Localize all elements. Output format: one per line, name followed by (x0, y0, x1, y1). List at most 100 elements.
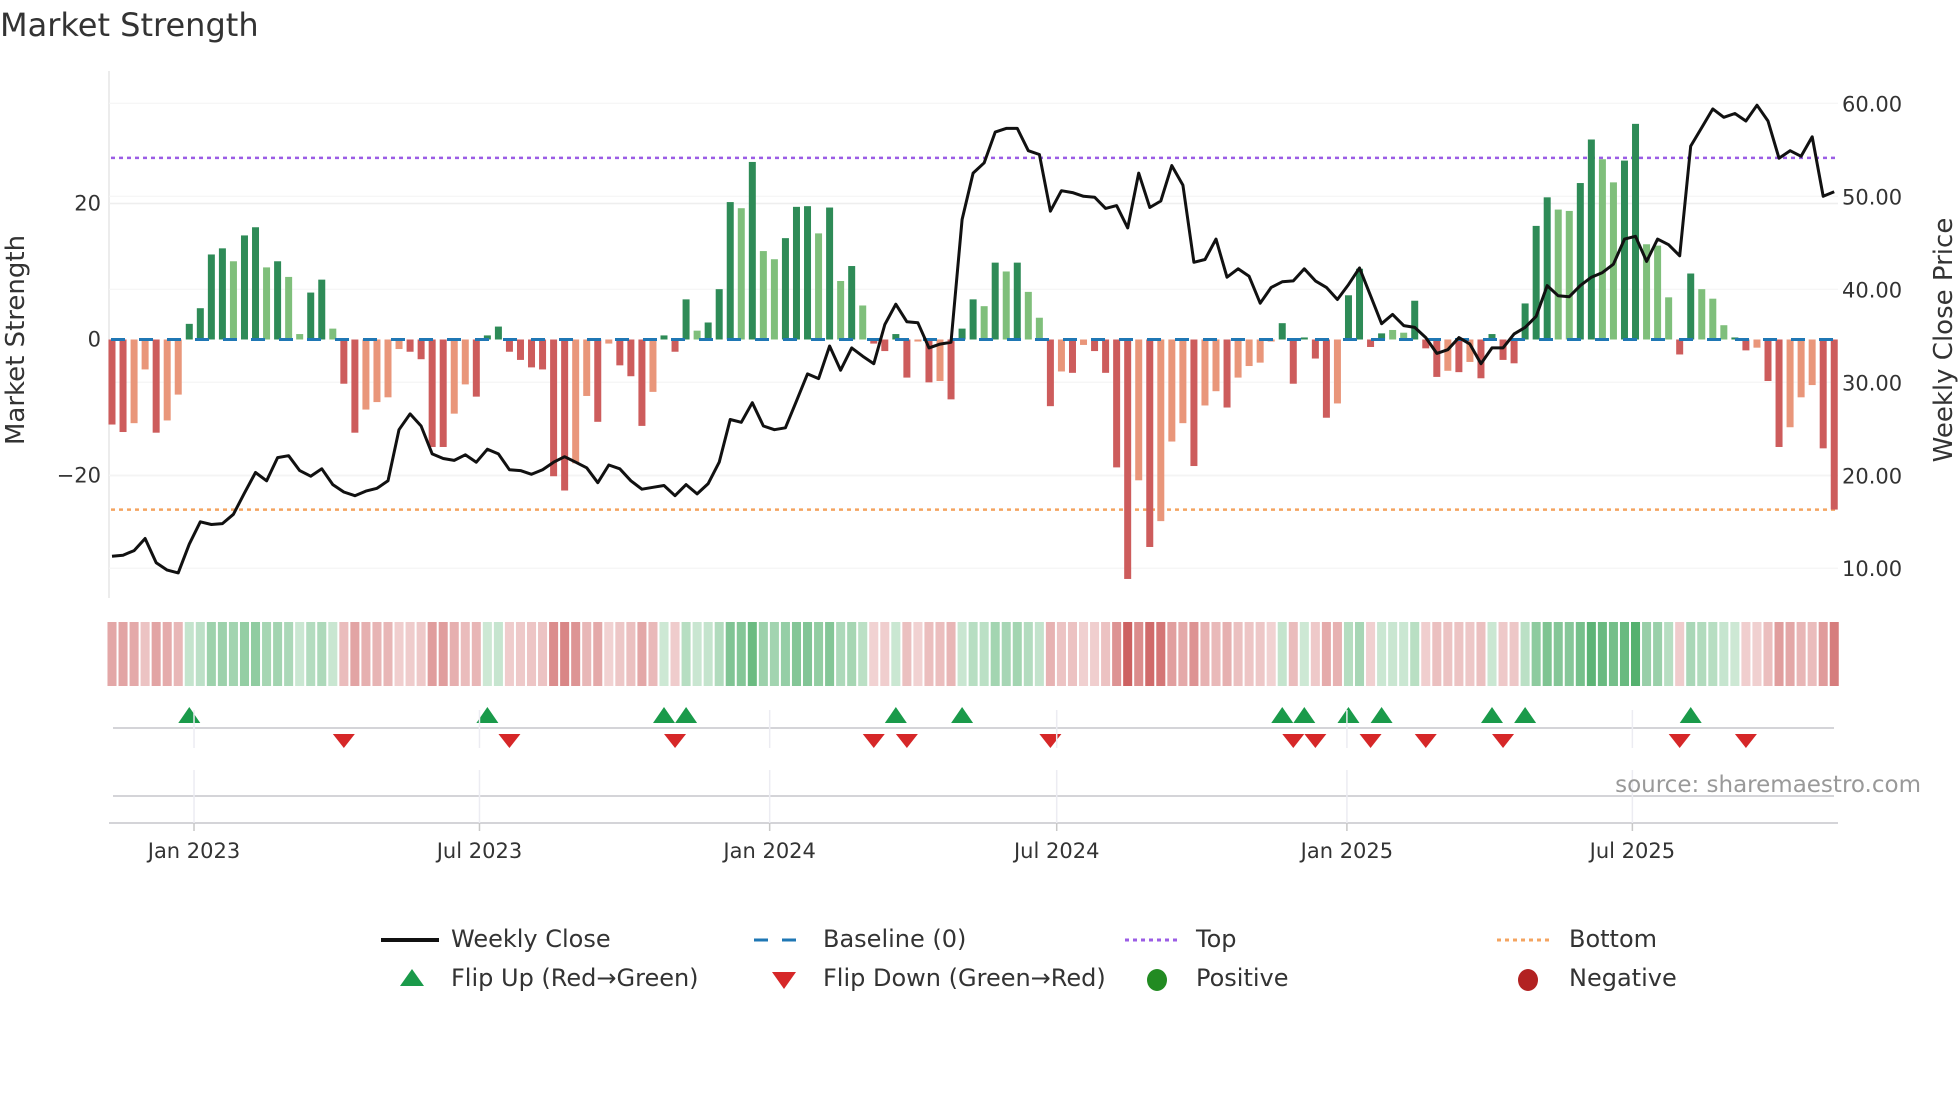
strip-cell (560, 622, 570, 686)
negative-bar (1179, 339, 1187, 424)
strip-cell (1288, 622, 1298, 686)
strip-cell (1553, 622, 1563, 686)
strip-cell (747, 622, 757, 686)
negative-bar (870, 339, 878, 344)
strip-cell (549, 622, 559, 686)
strip-cell (173, 622, 183, 686)
strip-cell (1631, 622, 1641, 686)
negative-bar (428, 339, 436, 447)
strip-cell (681, 622, 691, 686)
positive-bar (1278, 323, 1286, 340)
strip-cell (538, 622, 548, 686)
positive-bar (318, 279, 326, 340)
strip-cell (670, 622, 680, 686)
negative-bar (1830, 339, 1838, 510)
strip-cell (394, 622, 404, 686)
positive-bar (229, 261, 237, 340)
strip-cell (306, 622, 316, 686)
positive-bar (1002, 271, 1010, 340)
strip-cell (1487, 622, 1497, 686)
strip-cell (1642, 622, 1652, 686)
strip-cell (924, 622, 934, 686)
positive-bar (704, 322, 712, 340)
y-axis-label-left: Market Strength (1, 235, 31, 445)
strip-cell (1697, 622, 1707, 686)
positive-bar (1665, 297, 1673, 340)
negative-bar (1311, 339, 1319, 359)
right-tick-label: 10.00 (1842, 557, 1902, 581)
flip-up-marker (1481, 707, 1503, 723)
positive-bar (660, 335, 668, 340)
strip-cell (1586, 622, 1596, 686)
negative-bar (1499, 339, 1507, 360)
positive-bar (1687, 273, 1695, 340)
negative-bar (373, 339, 381, 403)
strip-cell (1719, 622, 1729, 686)
positive-dot-icon (1147, 969, 1167, 991)
positive-bar (1565, 210, 1573, 340)
left-tick-label: 0 (88, 328, 101, 352)
strip-cell (1034, 622, 1044, 686)
positive-bar (296, 334, 304, 340)
strip-cell (129, 622, 139, 686)
negative-bar (516, 339, 524, 360)
strip-cell (184, 622, 194, 686)
negative-bar (1102, 339, 1110, 373)
flip-up-marker (1293, 707, 1316, 723)
strip-cell (725, 622, 735, 686)
strip-cell (648, 622, 658, 686)
gridlines (108, 71, 1838, 598)
negative-bar (1190, 339, 1198, 467)
x-tick-label: Jan 2023 (146, 839, 241, 863)
strip-cell (582, 622, 592, 686)
positive-bar (1643, 244, 1651, 340)
strip-cell (1310, 622, 1320, 686)
negative-bar (384, 339, 392, 398)
strip-cell (239, 622, 249, 686)
positive-bar (1576, 183, 1584, 340)
strip-cell (1708, 622, 1718, 686)
positive-bar (285, 276, 293, 340)
positive-bar (1024, 291, 1032, 340)
strip-cell (1575, 622, 1585, 686)
negative-bar (417, 339, 425, 360)
negative-bar (583, 339, 591, 396)
strip-cell (758, 622, 768, 686)
negative-bar (1466, 339, 1474, 362)
positive-bar (1532, 225, 1540, 340)
x-axis: Jan 2023 Jul 2023 Jan 2024 Jul 2024 Jan 2025… (109, 710, 1838, 863)
source-credit: source: sharemaestro.com (1615, 772, 1921, 798)
strength-bars (108, 123, 1838, 579)
positive-bar (792, 206, 800, 340)
strip-cell (836, 622, 846, 686)
positive-bar (715, 289, 723, 340)
negative-bar (1135, 339, 1143, 481)
negative-bar (174, 339, 182, 395)
positive-bar (759, 251, 767, 340)
strip-cell (438, 622, 448, 686)
negative-bar (1367, 339, 1375, 347)
negative-bar (528, 339, 536, 368)
strip-cell (692, 622, 702, 686)
strip-cell (1045, 622, 1055, 686)
flip-up-marker (476, 707, 499, 723)
x-tick-label: Jan 2024 (721, 839, 816, 863)
strip-cell (1343, 622, 1353, 686)
strip-cell (825, 622, 835, 686)
strip-cell (571, 622, 581, 686)
strip-cell (1244, 622, 1254, 686)
strip-cell (1178, 622, 1188, 686)
strip-cell (1233, 622, 1243, 686)
strip-cell (273, 622, 283, 686)
positive-bar (1698, 289, 1706, 340)
negative-bar (351, 339, 359, 433)
strip-cell (814, 622, 824, 686)
positive-bar (1720, 325, 1728, 340)
positive-bar (1654, 245, 1662, 340)
strip-cell (1355, 622, 1365, 686)
strip-cell (1454, 622, 1464, 686)
strip-cell (317, 622, 327, 686)
negative-bar (947, 339, 955, 400)
negative-bar (472, 339, 480, 397)
